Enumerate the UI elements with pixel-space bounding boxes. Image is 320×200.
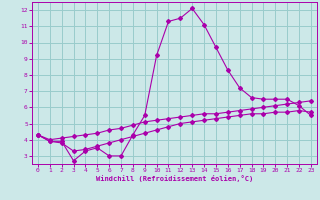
X-axis label: Windchill (Refroidissement éolien,°C): Windchill (Refroidissement éolien,°C) <box>96 175 253 182</box>
